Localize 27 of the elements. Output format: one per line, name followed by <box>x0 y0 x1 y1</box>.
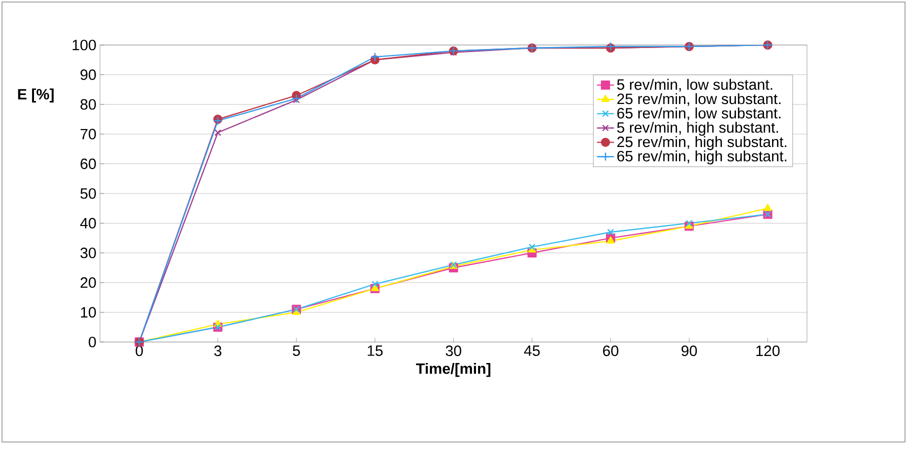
y-tick-label: 80 <box>80 99 96 110</box>
x-tick-label: 5 <box>292 346 300 356</box>
y-tick-label: 100 <box>72 40 96 50</box>
legend-label: 65 rev/min, high substant. <box>617 150 786 164</box>
legend-label: 5 rev/min, high substant. <box>617 122 778 136</box>
x-tick-label: 120 <box>756 346 780 356</box>
y-tick-label: 30 <box>80 248 96 258</box>
y-tick-label: 50 <box>80 188 96 199</box>
y-tick-label: 40 <box>80 218 96 228</box>
x-tick-label: 30 <box>446 346 462 356</box>
y-tick-label: 20 <box>80 277 96 288</box>
x-tick-label: 3 <box>214 346 222 356</box>
legend-label: 65 rev/min, low substant. <box>617 108 780 120</box>
legend-label: 25 rev/min, high substant. <box>617 136 786 150</box>
x-tick-label: 60 <box>603 346 618 356</box>
y-tick-label: 10 <box>81 307 96 318</box>
y-tick-label: 70 <box>80 128 96 140</box>
y-axis-title: E [%] <box>18 88 54 102</box>
legend-label: 5 rev/min, low substant. <box>617 78 772 92</box>
x-tick-label: 15 <box>368 346 383 356</box>
x-tick-label: 45 <box>524 346 540 356</box>
y-tick-label: 90 <box>80 69 96 80</box>
x-tick-label: 90 <box>682 346 697 356</box>
legend-label: 25 rev/min, low substant. <box>617 93 780 106</box>
y-tick-label: 0 <box>88 336 96 348</box>
x-axis-title: Time/[min] <box>416 362 490 377</box>
y-tick-label: 60 <box>80 158 96 170</box>
